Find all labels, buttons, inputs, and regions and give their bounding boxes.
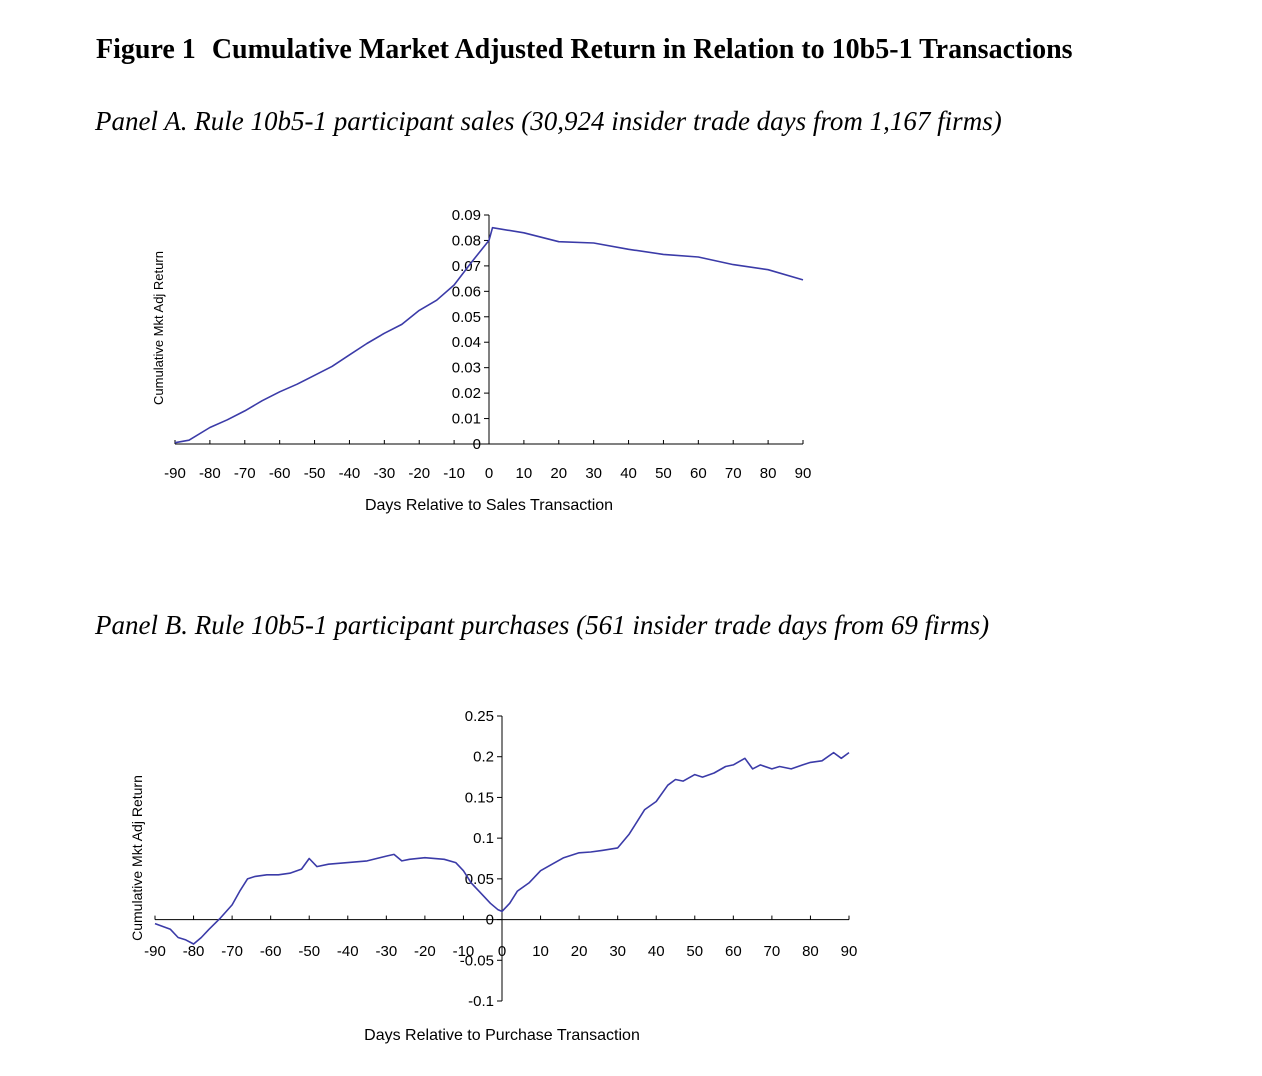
panel-b-x-tick-label: -40 [337, 943, 359, 960]
panel-b-y-tick-label: 0.1 [473, 830, 494, 847]
panel-a-series-line [174, 226, 804, 444]
panel-a-x-tick-label: -30 [373, 465, 395, 482]
panel-a-x-tick-label: -80 [199, 465, 221, 482]
panel-a-x-tick-label: -50 [304, 465, 326, 482]
panel-b-chart: -90 -80 -70 -60 -50 -40 -30 -20 -10 0 10 20 30 40 50 60… [129, 708, 858, 1044]
panel-b-x-tick-label: -10 [453, 943, 475, 960]
panel-a-x-tick-label: 90 [795, 465, 812, 482]
panel-b-x-tick-label: -80 [183, 943, 205, 960]
panel-a-x-tick-label: 0 [485, 465, 493, 482]
panel-a-y-tick-label: 0.06 [452, 283, 481, 300]
panel-a-x-tick-label: -20 [408, 465, 430, 482]
panel-a-x-tick-label: 50 [655, 465, 672, 482]
panel-a-y-axis-label: Cumulative Mkt Adj Return [151, 251, 166, 405]
panel-b-title: Panel B. Rule 10b5-1 participant purchas… [95, 610, 990, 640]
panel-a-x-tick-label: -10 [443, 465, 465, 482]
panel-b-x-tick-label: -60 [260, 943, 282, 960]
panel-a-y-tick-label: 0 [473, 436, 481, 453]
panel-b-x-tick-label: 70 [764, 943, 781, 960]
panel-a-x-tick-label: -70 [234, 465, 256, 482]
panel-a-x-tick-label: 30 [585, 465, 602, 482]
panel-a-x-tick-label: 10 [516, 465, 533, 482]
panel-b-x-tick-label: 60 [725, 943, 742, 960]
panel-b-x-tick-label: 20 [571, 943, 588, 960]
panel-a-x-tick-label: 40 [620, 465, 637, 482]
panel-b-y-tick-label: 0.25 [465, 708, 494, 725]
panel-a-x-tick-label: 60 [690, 465, 707, 482]
figure-label: Figure 1 [96, 34, 196, 65]
panel-b-x-tick-label: 90 [841, 943, 858, 960]
panel-a-x-tick-label: 20 [550, 465, 567, 482]
panel-a-x-tick-label: 70 [725, 465, 742, 482]
panel-b-series-line [154, 751, 850, 945]
panel-a-y-tick-label: 0.04 [452, 334, 481, 351]
panel-b-x-axis-label: Days Relative to Purchase Transaction [364, 1027, 640, 1044]
panel-b-x-tick-label: -70 [221, 943, 243, 960]
panel-b-x-tick-label: -20 [414, 943, 436, 960]
panel-b-x-tick-label: 80 [802, 943, 819, 960]
panel-a-x-tick-label: -40 [339, 465, 361, 482]
panel-a-x-tick-label: 80 [760, 465, 777, 482]
panel-b-y-axis-label: Cumulative Mkt Adj Return [129, 775, 145, 941]
panel-a-y-tick-label: 0.07 [452, 258, 481, 275]
panel-a-x-axis-label: Days Relative to Sales Transaction [365, 497, 613, 514]
panel-b-y-tick-label: 0.15 [465, 789, 494, 806]
panel-b-y-tick-label: 0.2 [473, 749, 494, 766]
panel-a-y-tick-label: 0.08 [452, 232, 481, 249]
panel-b-x-tick-label: 0 [498, 943, 506, 960]
panel-b-y-tick-label: -0.1 [468, 993, 494, 1010]
panel-b-x-tick-label: 50 [686, 943, 703, 960]
panel-b-x-tick-label: 10 [532, 943, 549, 960]
panel-a-y-tick-label: 0.02 [452, 385, 481, 402]
panel-b-x-tick-label: -90 [144, 943, 166, 960]
panel-a-chart: -90 -80 -70 -60 -50 -40 -30 -20 -10 0 10 20 30 40 50 60… [151, 207, 812, 514]
panel-a-x-tick-label: -60 [269, 465, 291, 482]
panel-b-x-tick-label: 30 [609, 943, 626, 960]
panel-a-title: Panel A. Rule 10b5-1 participant sales (… [95, 106, 1002, 136]
panel-b-y-tick-label: -0.05 [460, 952, 494, 969]
panel-b-x-tick-label: -30 [375, 943, 397, 960]
panel-a-y-tick-label: 0.09 [452, 207, 481, 224]
figure-title-text: Cumulative Market Adjusted Return in Rel… [211, 34, 1073, 65]
figure-title: Figure 1 Cumulative Market Adjusted Retur… [96, 34, 1073, 66]
panel-a-y-tick-label: 0.05 [452, 309, 481, 326]
panel-a-y-tick-label: 0.03 [452, 360, 481, 377]
panel-a-y-tick-label: 0.01 [452, 411, 481, 428]
panel-b-x-tick-label: 40 [648, 943, 665, 960]
panel-b-x-tick-label: -50 [298, 943, 320, 960]
panel-b-y-tick-label: 0 [486, 912, 494, 929]
panel-a-x-tick-label: -90 [164, 465, 186, 482]
